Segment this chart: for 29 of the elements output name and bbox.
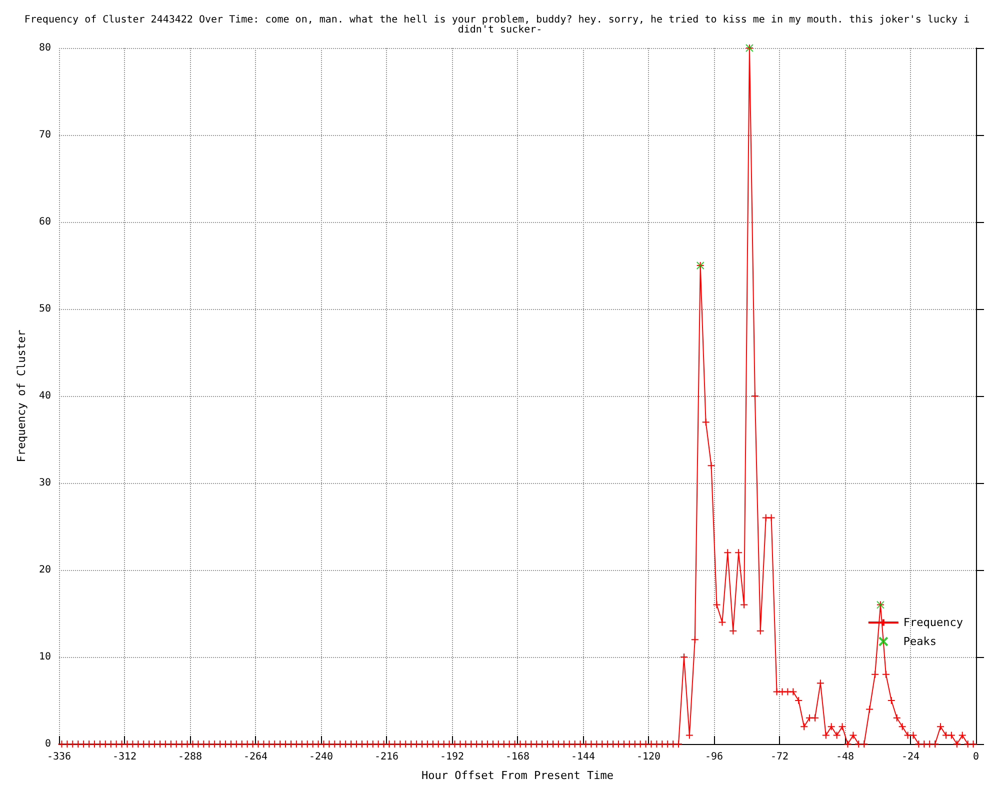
y-tick-label: 30: [38, 478, 51, 488]
chart-title: Frequency of Cluster 2443422 Over Time: come on, man. what the hell is your problem, buddy? hey. sorry, he tried to kiss me in my mouth. this joker's lucky i didn't sucker-: [24, 14, 976, 36]
x-tick-label: -120: [636, 752, 661, 762]
y-tick-label: 80: [38, 42, 51, 54]
y-tick-label: 20: [38, 564, 51, 576]
y-axis-title: Frequency of Cluster: [15, 329, 28, 462]
x-tick-label: -24: [901, 752, 920, 762]
y-tick-label: 50: [38, 304, 51, 314]
x-tick-label: -48: [836, 752, 854, 762]
x-tick-label: -192: [440, 752, 464, 762]
y-tick-label: 0: [44, 738, 51, 750]
x-tick-label: -288: [178, 752, 202, 762]
x-tick-label: -168: [505, 752, 530, 762]
x-tick-label: -216: [374, 752, 399, 762]
y-tick-label: 70: [38, 130, 51, 140]
y-tick-label: 40: [38, 390, 51, 402]
x-tick-label: -336: [46, 752, 72, 762]
x-axis-title: Hour Offset From Present Time: [421, 769, 614, 782]
x-tick-label: -312: [112, 752, 137, 762]
x-tick-label: -264: [243, 752, 268, 762]
y-tick-label: 60: [38, 216, 51, 228]
x-tick-label: -96: [704, 752, 724, 762]
x-tick-label: 0: [972, 752, 980, 762]
x-tick-label: -240: [308, 752, 334, 762]
x-tick-label: -72: [770, 752, 789, 762]
legend-label: Frequency: [903, 616, 964, 629]
x-tick-label: -144: [570, 752, 596, 762]
legend-label: Peaks: [903, 635, 937, 648]
y-tick-label: 10: [38, 652, 51, 662]
